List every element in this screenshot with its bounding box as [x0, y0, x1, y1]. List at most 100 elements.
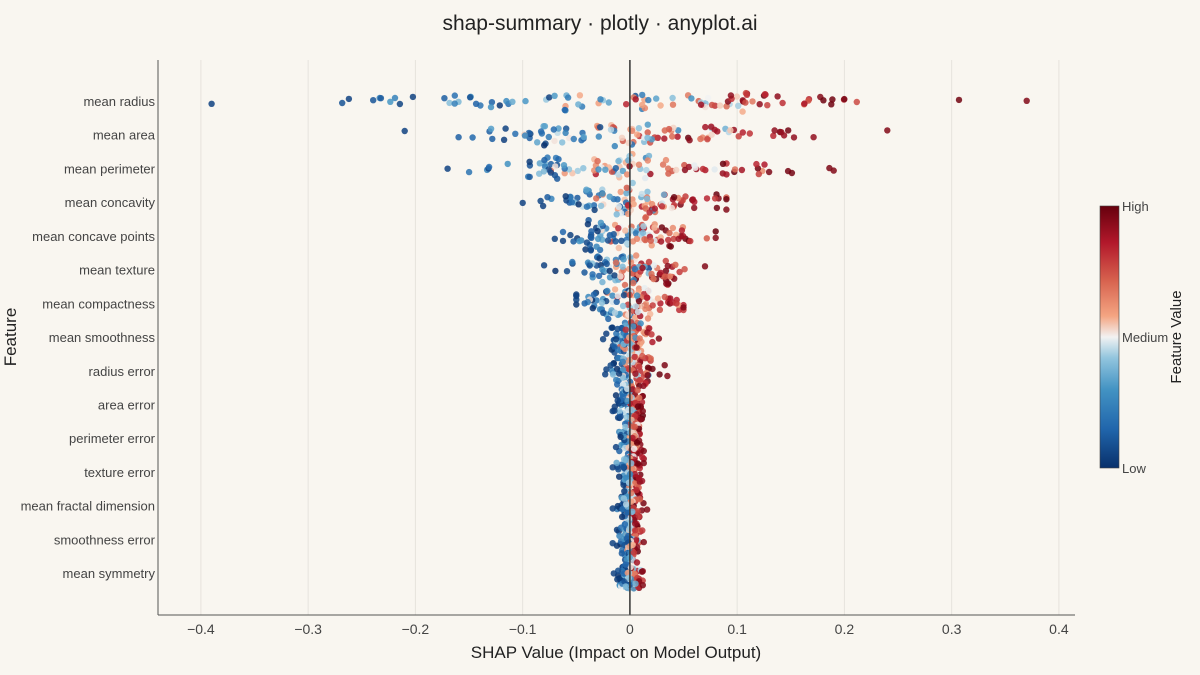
shap-point — [708, 131, 715, 138]
shap-point — [697, 101, 705, 108]
shap-point — [723, 103, 730, 110]
shap-point — [637, 416, 645, 423]
shap-point — [613, 459, 620, 466]
shap-point — [669, 133, 676, 140]
shap-point — [614, 292, 621, 300]
shap-point — [600, 309, 607, 316]
shap-point — [370, 97, 377, 104]
feature-label: mean perimeter — [64, 161, 156, 176]
shap-point — [570, 238, 577, 245]
shap-point — [598, 299, 606, 306]
shap-point — [612, 259, 620, 266]
feature-label: mean concavity — [65, 195, 156, 210]
shap-point — [581, 300, 588, 307]
shap-point — [650, 275, 657, 283]
shap-point — [719, 160, 727, 167]
shap-point — [615, 157, 622, 165]
shap-point — [764, 102, 771, 109]
shap-point — [631, 265, 639, 273]
colorbar-label-low: Low — [1122, 461, 1146, 476]
shap-point — [606, 267, 613, 275]
shap-point — [657, 300, 664, 307]
shap-point — [723, 171, 730, 178]
shap-point — [649, 338, 656, 346]
shap-point — [639, 352, 646, 360]
shap-point — [617, 413, 624, 420]
shap-point — [733, 93, 741, 100]
y-axis-title: Feature — [1, 308, 20, 367]
shap-point — [509, 98, 516, 106]
shap-point — [688, 95, 695, 102]
shap-point — [635, 297, 643, 305]
shap-point — [624, 397, 631, 405]
shap-point — [604, 237, 612, 244]
shap-point — [638, 190, 646, 198]
shap-point — [526, 158, 533, 165]
feature-labels: mean radius mean area mean perimeter mean c… — [21, 94, 156, 581]
x-tick-label: 0.2 — [835, 621, 855, 637]
shap-point — [581, 269, 588, 276]
shap-point — [622, 227, 629, 234]
shap-point — [521, 132, 529, 139]
feature-label: mean concave points — [32, 229, 155, 244]
shap-point — [647, 237, 654, 244]
shap-point — [640, 223, 647, 230]
shap-point — [602, 371, 609, 378]
shap-point — [555, 156, 562, 163]
shap-point — [642, 305, 649, 313]
shap-point — [554, 175, 561, 182]
shap-point — [636, 376, 643, 384]
shap-point — [662, 257, 669, 265]
shap-point — [634, 508, 641, 515]
shap-point — [681, 266, 688, 273]
shap-point — [784, 167, 792, 175]
shap-point — [635, 161, 643, 168]
shap-point — [663, 280, 670, 287]
shap-point — [623, 184, 630, 191]
shap-point — [630, 549, 637, 556]
shap-point — [644, 372, 651, 379]
shap-point — [618, 513, 626, 521]
shap-point — [642, 174, 649, 182]
shap-point — [617, 273, 624, 280]
shap-point — [658, 203, 666, 210]
shap-point — [619, 167, 627, 175]
shap-point — [637, 320, 644, 327]
shap-point — [723, 196, 730, 203]
shap-point — [653, 95, 660, 102]
shap-point — [669, 101, 677, 108]
feature-label: radius error — [89, 364, 156, 379]
shap-point — [666, 229, 673, 237]
x-tick-label: 0 — [626, 621, 634, 637]
chart-title: shap-summary · plotly · anyplot.ai — [442, 12, 757, 35]
shap-point — [567, 231, 574, 239]
shap-point — [661, 127, 668, 134]
shap-point — [629, 279, 637, 287]
shap-point — [731, 166, 739, 173]
shap-point — [667, 243, 674, 250]
shap-point — [649, 302, 656, 309]
shap-point — [560, 162, 568, 169]
shap-point — [639, 582, 646, 589]
shap-point — [634, 460, 642, 467]
shap-point — [401, 127, 408, 135]
shap-point — [526, 173, 533, 181]
shap-point — [633, 235, 641, 242]
shap-point — [664, 372, 671, 380]
shap-point — [738, 166, 746, 174]
shap-point — [597, 124, 604, 131]
shap-point — [620, 256, 627, 263]
shap-point — [662, 156, 670, 164]
shap-point — [689, 196, 697, 203]
shap-point — [785, 127, 792, 134]
shap-point — [619, 506, 626, 513]
shap-point — [632, 520, 639, 527]
shap-point — [711, 166, 718, 173]
shap-point — [546, 94, 553, 101]
shap-point — [563, 268, 571, 275]
shap-point — [639, 407, 646, 415]
shap-point — [629, 386, 636, 393]
shap-point — [619, 381, 627, 388]
